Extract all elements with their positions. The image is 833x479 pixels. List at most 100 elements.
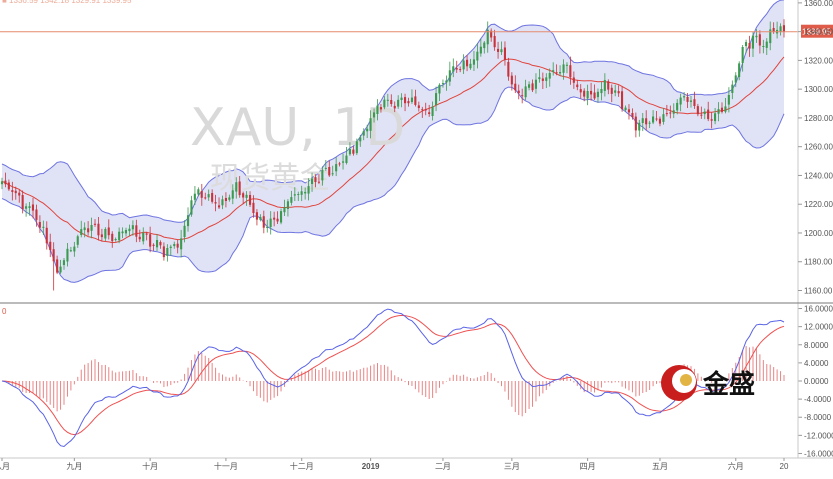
- candle-body: [455, 68, 458, 70]
- candle: [266, 219, 269, 233]
- candle: [748, 35, 751, 57]
- candle: [145, 231, 148, 241]
- candle-body: [658, 118, 661, 124]
- candle-body: [128, 228, 131, 232]
- price-tick-label: 1240.00: [804, 171, 833, 180]
- candle: [779, 23, 782, 36]
- candle-body: [745, 42, 748, 47]
- candle-body: [166, 248, 169, 256]
- candle: [190, 195, 193, 217]
- candle: [331, 165, 334, 177]
- candle: [641, 112, 644, 132]
- last-price-tag: 1339.95: [802, 28, 831, 37]
- candle-body: [738, 63, 741, 77]
- candle: [173, 241, 176, 249]
- time-tick-label: 20: [780, 462, 789, 471]
- bollinger-lower-line: [1, 86, 785, 283]
- candle-body: [259, 217, 262, 220]
- candle-body: [373, 112, 376, 118]
- candle: [576, 79, 579, 91]
- candle-body: [472, 59, 475, 65]
- candle: [152, 243, 155, 251]
- candle: [579, 84, 582, 99]
- candle: [176, 239, 179, 254]
- candle-body: [297, 194, 300, 195]
- candle: [497, 41, 500, 59]
- candle-body: [42, 226, 45, 228]
- candle: [472, 50, 475, 71]
- candle-body: [779, 26, 782, 32]
- candle-body: [731, 84, 734, 93]
- candle: [207, 189, 210, 201]
- candle-body: [83, 227, 86, 231]
- candle: [100, 228, 103, 242]
- macd-tick-label: 8.0000: [804, 341, 829, 350]
- candle-body: [38, 222, 41, 228]
- candle-body: [586, 91, 589, 99]
- candle: [404, 93, 407, 112]
- candle: [607, 79, 610, 95]
- macd-line: [1, 308, 785, 448]
- candle-body: [689, 100, 692, 102]
- candle: [228, 194, 231, 202]
- candle-body: [500, 49, 503, 53]
- candle: [559, 65, 562, 76]
- candle: [517, 84, 520, 100]
- candle-body: [52, 249, 55, 262]
- candle-body: [176, 243, 179, 248]
- candle: [293, 187, 296, 202]
- candle-body: [593, 92, 596, 99]
- candle: [441, 79, 444, 88]
- candle: [35, 204, 38, 227]
- candle-body: [28, 206, 31, 208]
- candle-body: [252, 202, 255, 213]
- candle: [76, 234, 79, 248]
- candle-body: [11, 190, 14, 192]
- candle: [445, 75, 448, 91]
- candle-body: [76, 236, 79, 245]
- candle-body: [187, 215, 190, 227]
- candle: [180, 229, 183, 258]
- candle-body: [590, 90, 593, 95]
- candle-body: [190, 200, 193, 215]
- candle-body: [645, 118, 648, 125]
- candle-body: [621, 91, 624, 110]
- candle-body: [45, 227, 48, 244]
- candle: [107, 219, 110, 240]
- candle-body: [445, 80, 448, 83]
- candle-body: [18, 192, 21, 196]
- candle-body: [390, 100, 393, 104]
- candle: [507, 57, 510, 81]
- candle-body: [255, 212, 258, 220]
- candle: [4, 172, 7, 188]
- candle-body: [104, 229, 107, 239]
- candle-body: [503, 47, 506, 60]
- candle: [224, 192, 227, 208]
- candle-body: [528, 84, 531, 88]
- candle-body: [700, 114, 703, 116]
- candle-body: [724, 106, 727, 112]
- candle-body: [596, 91, 599, 98]
- candle-body: [49, 241, 52, 251]
- candle-body: [369, 118, 372, 131]
- logo-coin: [680, 374, 692, 386]
- candle: [156, 234, 159, 251]
- candle-body: [314, 177, 317, 182]
- candle-body: [321, 169, 324, 181]
- candle-body: [183, 225, 186, 237]
- candle-body: [107, 227, 110, 236]
- candle: [555, 64, 558, 76]
- candle-body: [782, 25, 785, 32]
- candle-body: [231, 190, 234, 199]
- candle: [452, 58, 455, 78]
- candle: [362, 128, 365, 141]
- candle: [338, 161, 341, 167]
- candle: [218, 197, 221, 209]
- macd-tick-label: 4.0000: [804, 359, 829, 368]
- candle-body: [4, 180, 7, 185]
- candle-body: [441, 83, 444, 85]
- candle: [121, 227, 124, 239]
- candle-body: [283, 207, 286, 213]
